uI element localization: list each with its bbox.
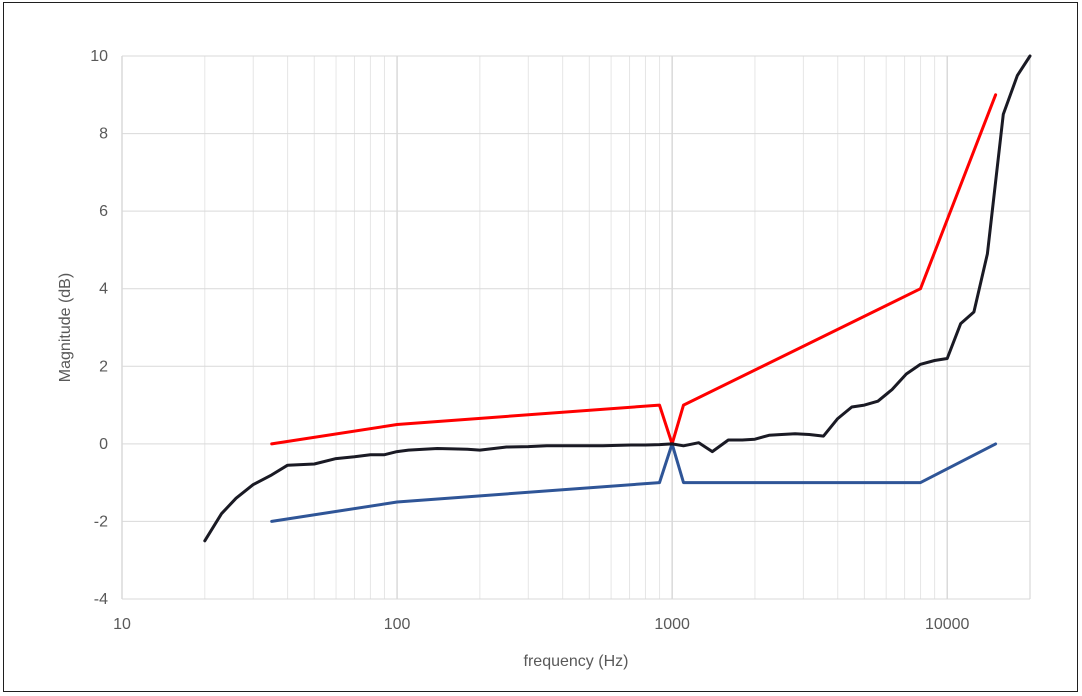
y-tick-label: 10 [90, 48, 108, 65]
series-line-1 [270, 93, 998, 446]
y-tick-label: 2 [99, 358, 108, 375]
y-tick-label: -4 [94, 591, 108, 608]
chart-tick-labels: 10 100 1000 10000 -4 -2 0 2 4 6 8 10 [90, 48, 969, 633]
y-tick-label: 6 [99, 203, 108, 220]
y-tick-label: 8 [99, 126, 108, 143]
y-tick-label: 4 [99, 281, 108, 298]
chart-series-group [203, 54, 1032, 543]
x-tick-label: 1000 [654, 616, 690, 633]
x-axis-label: frequency (Hz) [524, 653, 629, 670]
chart-grid [121, 55, 1031, 600]
y-tick-label: 0 [99, 436, 108, 453]
x-tick-label: 10000 [925, 616, 970, 633]
x-tick-label: 10 [113, 616, 131, 633]
y-tick-label: -2 [94, 513, 108, 530]
x-tick-label: 100 [384, 616, 411, 633]
series-line-3 [203, 54, 1032, 543]
y-axis-label: Magnitude (dB) [57, 273, 74, 382]
chart-frame: 10 100 1000 10000 -4 -2 0 2 4 6 8 10 frequency (Hz)… [3, 2, 1078, 692]
chart-plot: 10 100 1000 10000 -4 -2 0 2 4 6 8 10 frequency (Hz)… [57, 48, 1032, 670]
